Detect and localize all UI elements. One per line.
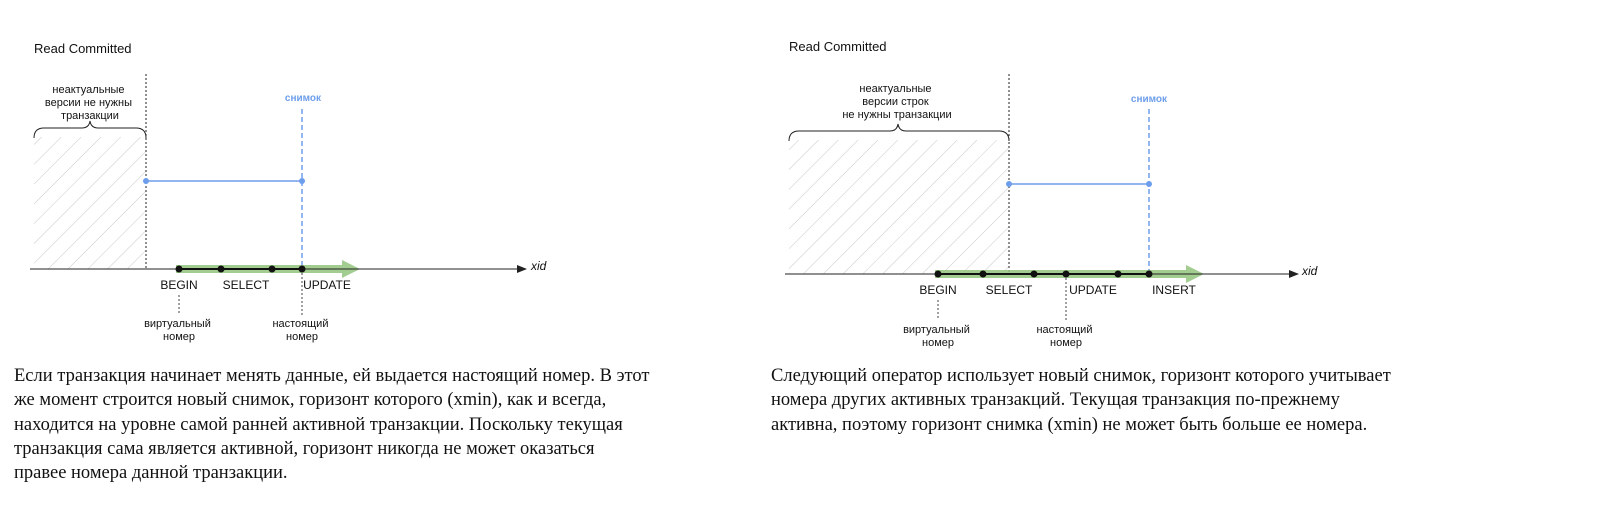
hatched-region (789, 140, 1009, 274)
note-real-number: настоящий номер (1036, 324, 1095, 349)
snapshot-label: снимок (1131, 94, 1168, 105)
event-label-begin: BEGIN (160, 278, 197, 292)
event-dot-select-start (979, 270, 987, 278)
event-dot-update-end (1114, 270, 1122, 278)
snapshot-range-end (299, 178, 305, 184)
event-label-update: UPDATE (1069, 283, 1117, 297)
right-diagram: Read Committed неактуальные версии строк… (785, 39, 1318, 349)
diagram-title: Read Committed (789, 39, 887, 54)
left-panel: Read Committed неактуальные версии не ну… (0, 0, 780, 518)
brace (788, 123, 1010, 142)
event-dot-select-end (268, 265, 276, 273)
note-virtual-number: виртуальный номер (903, 324, 973, 349)
caption: Следующий оператор использует новый сним… (771, 366, 1391, 435)
event-dot-begin (175, 265, 183, 273)
diagram-title: Read Committed (34, 41, 132, 56)
note-virtual-number: виртуальный номер (144, 318, 214, 343)
snapshot-range-start (1006, 181, 1012, 187)
event-dot-select-end (1030, 270, 1038, 278)
snapshot-range-start (143, 178, 149, 184)
snapshot-range-end (1146, 181, 1152, 187)
snapshot-label: снимок (285, 93, 322, 104)
event-label-select: SELECT (223, 278, 270, 292)
brace-label: неактуальные версии строк не нужны транз… (842, 83, 951, 121)
right-panel: Read Committed неактуальные версии строк… (771, 0, 1580, 518)
axis-label: xid (1301, 264, 1318, 278)
caption: Если транзакция начинает менять данные, … (14, 366, 650, 484)
left-diagram: Read Committed неактуальные версии не ну… (30, 41, 547, 343)
event-dot-begin (934, 270, 942, 278)
hatched-region (34, 137, 146, 269)
event-dot-select-start (217, 265, 225, 273)
event-dot-update-start (1062, 270, 1070, 278)
event-label-insert: INSERT (1152, 283, 1196, 297)
brace-label: неактуальные версии не нужны транзакции (45, 84, 135, 122)
axis-label: xid (530, 259, 547, 273)
event-dot-update (298, 265, 306, 273)
note-real-number: настоящий номер (272, 318, 331, 343)
event-label-begin: BEGIN (919, 283, 956, 297)
brace (33, 120, 147, 139)
event-dot-insert (1145, 270, 1153, 278)
event-label-select: SELECT (986, 283, 1033, 297)
event-label-update: UPDATE (303, 278, 351, 292)
